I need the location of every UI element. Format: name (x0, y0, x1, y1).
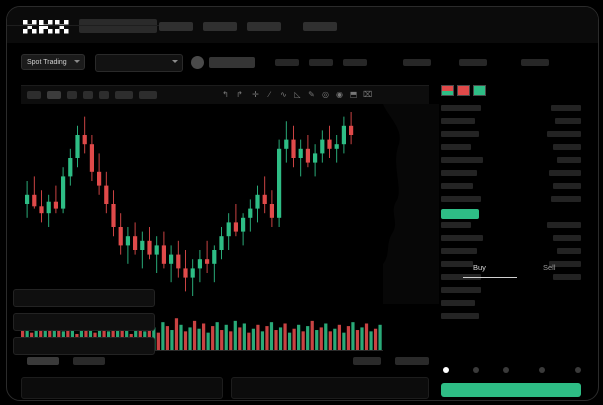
order-field-1[interactable] (13, 289, 155, 307)
tab-sell[interactable]: Sell (543, 263, 556, 272)
orderbook-right-row (551, 105, 581, 111)
orderbook-right-row (547, 222, 581, 228)
trash-icon[interactable]: ⌧ (363, 90, 373, 99)
market-stat-3 (343, 59, 367, 66)
orderbook-bid-row[interactable] (441, 261, 473, 267)
timeframe-2[interactable] (47, 91, 61, 99)
order-field-2[interactable] (13, 313, 155, 331)
eye-icon[interactable]: ◉ (336, 90, 343, 99)
last-price (209, 57, 255, 68)
orderbook-ask-row[interactable] (441, 196, 481, 202)
orderbook-right-row (557, 248, 581, 254)
orderbook-right-row (551, 196, 581, 202)
orderbook-spread (441, 209, 479, 219)
chart-footer-action-2[interactable] (395, 357, 429, 365)
chart-type-button[interactable] (139, 91, 157, 99)
orderbook-right-row (549, 261, 581, 267)
chart-footer (21, 355, 429, 367)
pagination-dot-2[interactable] (473, 367, 479, 373)
app-window: Spot Trading ↰ ↱ ✛ ∕ ∿ ◺ ✎ ◎ ◉ ⬒ ⌧ (6, 6, 599, 401)
timeframe-3[interactable] (67, 91, 77, 99)
order-form-tabs: Buy Sell (435, 259, 587, 281)
coin-avatar (191, 56, 204, 69)
orderbook-ask-row[interactable] (441, 157, 483, 163)
panel-shadow-overlay (383, 104, 439, 304)
orderbook-asks-icon[interactable] (457, 85, 470, 96)
chart-tab-2[interactable] (73, 357, 105, 365)
market-stat-4 (403, 59, 431, 66)
chevron-down-icon (74, 60, 80, 63)
pagination-dot-3[interactable] (503, 367, 509, 373)
pagination-dot-1[interactable] (443, 367, 449, 373)
bottom-panel-2[interactable] (231, 377, 429, 399)
nav-item-3[interactable] (247, 22, 281, 31)
market-stat-2 (309, 59, 333, 66)
orderbook-right-row (549, 170, 581, 176)
market-type-label: Spot Trading (27, 59, 67, 66)
orderbook-right-row (547, 131, 581, 137)
candlestick-chart[interactable] (21, 104, 429, 304)
orderbook-ask-row[interactable] (441, 144, 471, 150)
search-input[interactable] (79, 19, 157, 33)
lock-icon[interactable]: ⬒ (349, 90, 358, 99)
candlestick-svg (25, 112, 354, 296)
orderbook-right-row (553, 144, 581, 150)
measure-icon[interactable]: ◺ (294, 90, 301, 99)
market-stat-6 (521, 59, 549, 66)
orderbook-ask-row[interactable] (441, 170, 477, 176)
trendline-icon[interactable]: ∕ (268, 90, 271, 99)
order-field-3[interactable] (13, 337, 155, 355)
bottom-panel-1[interactable] (21, 377, 223, 399)
undo-icon[interactable]: ↰ (222, 90, 229, 99)
tab-active-underline (463, 277, 517, 278)
orderbook-bid-row[interactable] (441, 313, 479, 319)
pagination-dot-5[interactable] (575, 367, 581, 373)
orderbook-ask-row[interactable] (441, 131, 479, 137)
chevron-down-icon (172, 60, 178, 63)
orderbook-ask-row[interactable] (441, 105, 481, 111)
nav-item-4[interactable] (303, 22, 337, 31)
orderbook-right-row (553, 235, 581, 241)
chart-tab-1[interactable] (27, 357, 59, 365)
brush-icon[interactable]: ✎ (308, 90, 315, 99)
crosshair-icon[interactable]: ✛ (252, 90, 259, 99)
orderbook-ask-row[interactable] (441, 118, 475, 124)
market-stat-5 (459, 59, 487, 66)
orderbook-bid-row[interactable] (441, 274, 481, 280)
magnet-icon[interactable]: ◎ (322, 90, 329, 99)
orderbook-right-row (555, 118, 581, 124)
orderbook-bid-row[interactable] (441, 300, 475, 306)
wave-icon[interactable]: ∿ (280, 90, 287, 99)
chart-footer-action-1[interactable] (353, 357, 381, 365)
orderbook-both-icon[interactable] (441, 85, 454, 96)
market-type-select[interactable]: Spot Trading (21, 54, 85, 70)
market-stat-1 (275, 59, 299, 66)
nav-item-2[interactable] (203, 22, 237, 31)
indicator-button[interactable] (115, 91, 133, 99)
orderbook-bid-row[interactable] (441, 248, 477, 254)
pair-select[interactable] (95, 54, 183, 72)
tab-buy[interactable]: Buy (473, 263, 486, 272)
okx-logo-icon[interactable] (23, 20, 69, 34)
orderbook-bid-row[interactable] (441, 222, 471, 228)
pagination-dots (435, 365, 587, 377)
timeframe-1[interactable] (27, 91, 41, 99)
nav-item-1[interactable] (159, 22, 193, 31)
redo-icon[interactable]: ↱ (236, 90, 243, 99)
orderbook-right-row (557, 157, 581, 163)
order-book-view-tabs (435, 79, 587, 99)
timeframe-5[interactable] (99, 91, 109, 99)
submit-order-button[interactable] (441, 383, 581, 397)
orderbook-right-row (553, 274, 581, 280)
orderbook-ask-row[interactable] (441, 183, 473, 189)
chart-toolbar: ↰ ↱ ✛ ∕ ∿ ◺ ✎ ◎ ◉ ⬒ ⌧ (21, 85, 429, 105)
pagination-dot-4[interactable] (539, 367, 545, 373)
orderbook-bids-icon[interactable] (473, 85, 486, 96)
order-book-panel (435, 79, 587, 367)
orderbook-right-row (553, 183, 581, 189)
orderbook-bid-row[interactable] (441, 287, 481, 293)
orderbook-bid-row[interactable] (441, 235, 483, 241)
timeframe-4[interactable] (83, 91, 93, 99)
